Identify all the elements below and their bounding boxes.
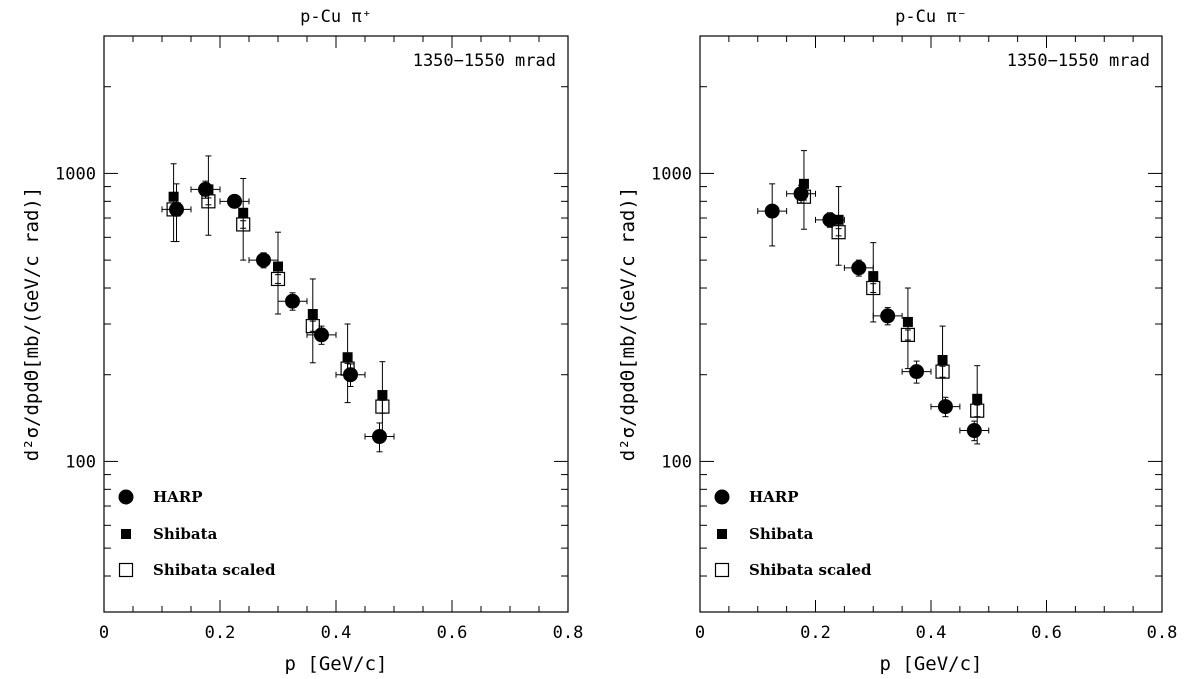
data-point-shibata-scaled bbox=[340, 361, 355, 376]
data-point-shibata bbox=[902, 316, 913, 327]
y-tick-label: 100 bbox=[65, 452, 96, 472]
data-point-harp bbox=[314, 327, 329, 343]
y-tick-label: 1000 bbox=[651, 164, 692, 184]
x-axis-label: p [GeV/c] bbox=[880, 653, 983, 675]
panel-pi-plus: 0 0.2 0.4 0.6 0.8 100 1000 p-Cu π⁺ 1350−1550 mra… bbox=[21, 7, 583, 675]
data-point-shibata-scaled bbox=[375, 399, 390, 414]
data-point-shibata bbox=[798, 178, 809, 189]
series-shibata-scaled bbox=[166, 194, 390, 414]
series-shibata bbox=[798, 150, 983, 445]
x-tick-label: 0.2 bbox=[205, 623, 236, 643]
legend-label: Shibata scaled bbox=[749, 561, 872, 579]
y-tick-label: 1000 bbox=[55, 164, 96, 184]
data-point-harp bbox=[764, 203, 780, 219]
data-point-shibata bbox=[833, 214, 844, 225]
chart-title: p-Cu π⁻ bbox=[895, 7, 967, 27]
data-point-shibata bbox=[868, 271, 879, 282]
data-point-shibata bbox=[203, 184, 214, 195]
data-point-harp bbox=[227, 193, 242, 209]
legend-marker-shibata-scaled bbox=[714, 562, 730, 578]
legend-label: HARP bbox=[749, 488, 799, 506]
legend-marker-harp bbox=[118, 489, 134, 505]
x-axis-label: p [GeV/c] bbox=[285, 653, 388, 675]
legend-marker-shibata bbox=[717, 529, 727, 539]
data-point-harp bbox=[909, 364, 925, 380]
data-point-shibata-scaled bbox=[866, 280, 881, 296]
y-axis-label: d²σ/dpdΘ[mb/(GeV/c rad)] bbox=[617, 187, 639, 462]
legend-marker-shibata-scaled bbox=[118, 562, 134, 578]
series-harp bbox=[161, 180, 395, 453]
data-point-harp bbox=[256, 252, 271, 268]
data-point-shibata bbox=[273, 261, 283, 272]
data-point-shibata-scaled bbox=[201, 194, 216, 209]
x-tick-label: 0.4 bbox=[916, 623, 947, 643]
angle-range-label: 1350−1550 mrad bbox=[413, 51, 556, 71]
y-axis-label: d²σ/dpdΘ[mb/(GeV/c rad)] bbox=[21, 187, 43, 462]
x-tick-label: 0.6 bbox=[437, 623, 468, 643]
x-tick-label: 0.2 bbox=[800, 623, 831, 643]
series-shibata-scaled bbox=[796, 189, 985, 418]
x-tick-label: 0 bbox=[695, 623, 705, 643]
x-tick-label: 0.8 bbox=[553, 623, 584, 643]
data-point-harp bbox=[285, 293, 300, 309]
data-point-shibata bbox=[937, 354, 948, 365]
data-point-shibata bbox=[972, 393, 983, 404]
panel-pi-minus: 0 0.2 0.4 0.6 0.8 100 1000 p-Cu π⁻ 1350−1550 mra… bbox=[617, 7, 1177, 675]
legend-marker-harp bbox=[714, 489, 730, 505]
data-point-shibata-scaled bbox=[305, 319, 320, 334]
data-point-harp bbox=[880, 308, 896, 324]
chart-title: p-Cu π⁺ bbox=[300, 7, 372, 27]
data-point-harp bbox=[851, 260, 867, 276]
data-point-shibata-scaled bbox=[236, 217, 251, 232]
x-tick-label: 0.4 bbox=[321, 623, 352, 643]
data-point-shibata-scaled bbox=[796, 189, 812, 204]
data-point-shibata-scaled bbox=[831, 225, 846, 240]
data-point-shibata-scaled bbox=[270, 271, 286, 287]
legend-label: Shibata bbox=[749, 525, 814, 543]
data-point-shibata bbox=[168, 191, 179, 202]
x-tick-label: 0.8 bbox=[1147, 623, 1178, 643]
data-point-shibata bbox=[307, 308, 318, 319]
x-tick-label: 0 bbox=[99, 623, 109, 643]
data-point-shibata bbox=[342, 352, 353, 363]
data-point-shibata-scaled bbox=[900, 327, 916, 342]
legend-label: Shibata scaled bbox=[153, 561, 276, 579]
y-tick-label: 100 bbox=[661, 452, 692, 472]
data-point-shibata-scaled bbox=[970, 403, 985, 418]
data-point-harp bbox=[372, 429, 387, 445]
data-point-shibata bbox=[238, 207, 249, 218]
data-point-harp bbox=[169, 201, 184, 217]
data-point-shibata-scaled bbox=[935, 364, 950, 379]
legend-label: Shibata bbox=[153, 525, 218, 543]
angle-range-label: 1350−1550 mrad bbox=[1007, 51, 1150, 71]
data-point-shibata bbox=[377, 390, 388, 401]
legend-marker-shibata bbox=[121, 529, 131, 539]
x-tick-label: 0.6 bbox=[1031, 623, 1062, 643]
legend-label: HARP bbox=[153, 488, 203, 506]
data-point-harp bbox=[966, 423, 982, 439]
data-point-shibata-scaled bbox=[166, 202, 181, 217]
